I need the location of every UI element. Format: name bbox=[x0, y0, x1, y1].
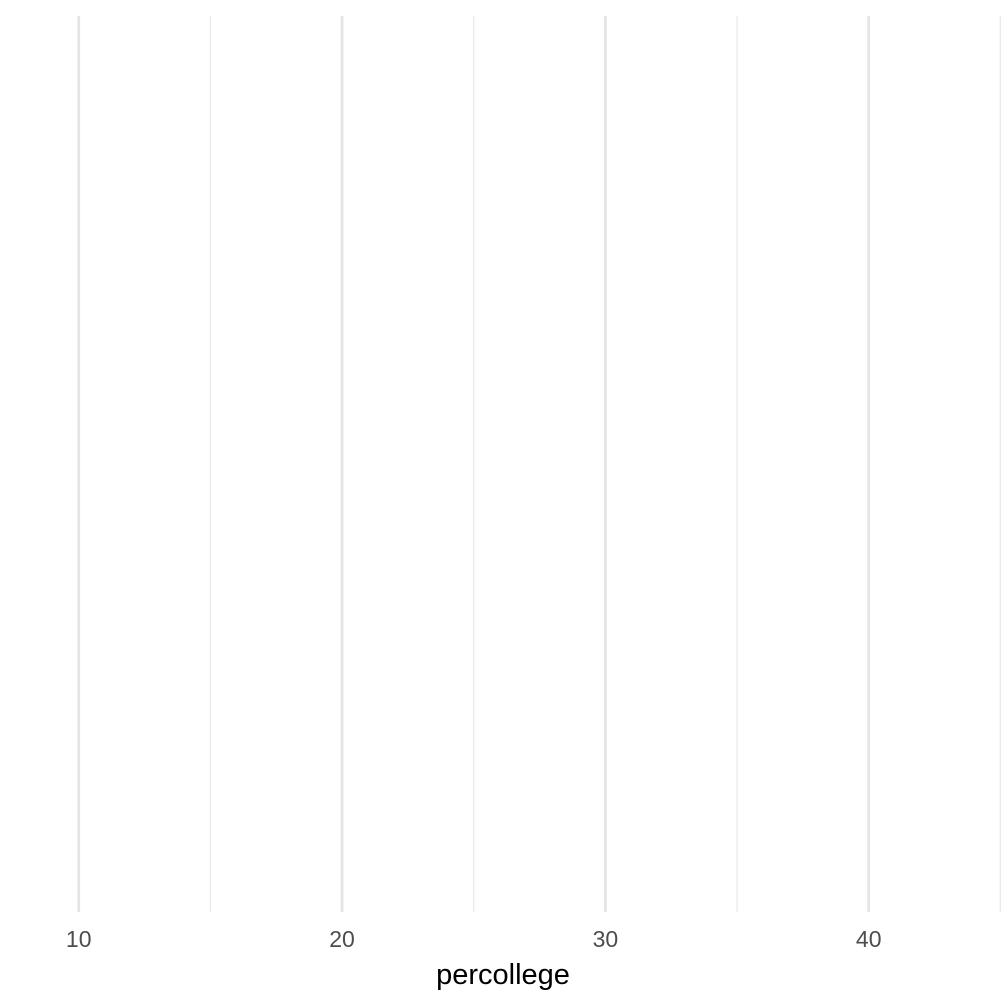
x-tick-label: 10 bbox=[66, 926, 92, 952]
x-tick-label: 40 bbox=[856, 926, 882, 952]
x-axis-title: percollege bbox=[436, 959, 570, 991]
x-tick-label: 30 bbox=[593, 926, 619, 952]
minor-gridlines bbox=[209, 16, 1002, 912]
x-axis-tick-labels: 10 20 30 40 bbox=[66, 926, 882, 952]
major-gridlines bbox=[77, 16, 871, 912]
x-tick-label: 20 bbox=[329, 926, 355, 952]
